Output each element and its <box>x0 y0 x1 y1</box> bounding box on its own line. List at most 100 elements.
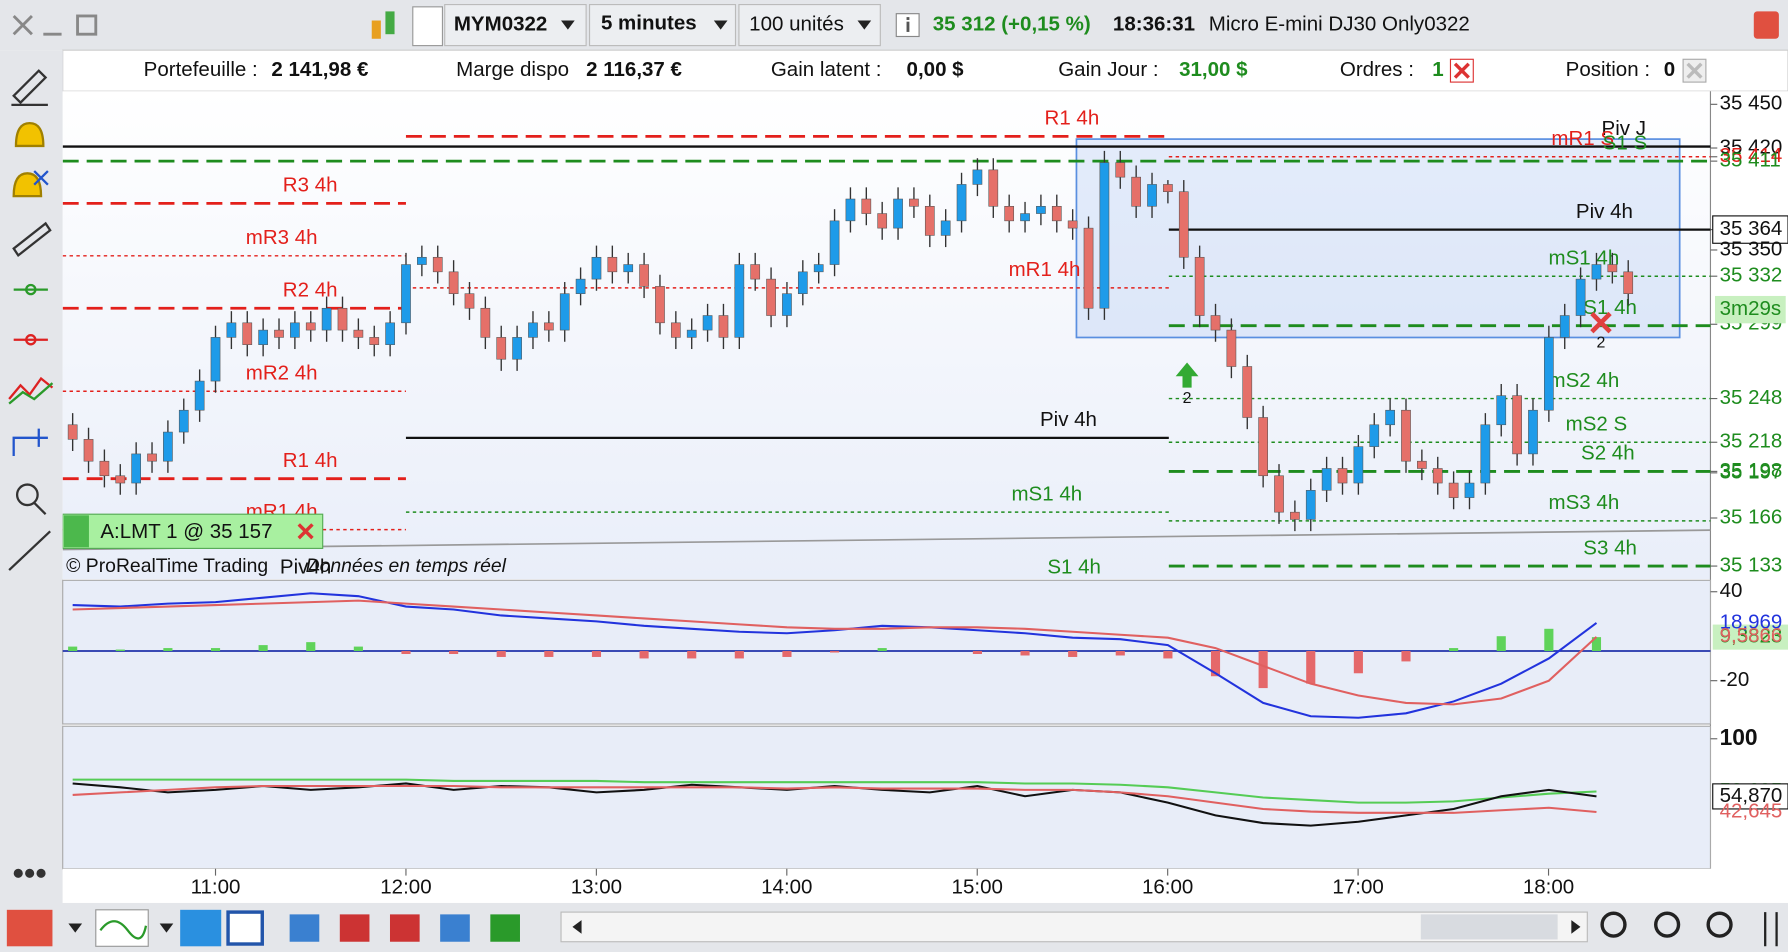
candle-body <box>1607 264 1618 273</box>
x-tick-label: 11:00 <box>191 876 241 899</box>
histogram-bar <box>1163 651 1173 659</box>
alert-button[interactable] <box>1753 11 1779 39</box>
histogram-bar <box>115 649 125 652</box>
histogram-bar <box>306 642 316 652</box>
candle-body <box>1290 511 1300 520</box>
clock: 18:36:31 <box>1113 13 1195 36</box>
candle-body <box>956 184 967 222</box>
candle-body <box>623 264 634 273</box>
candle-body <box>464 293 475 309</box>
indicator-line <box>72 778 1597 804</box>
info-glyph <box>906 17 910 20</box>
histogram-bar <box>734 651 744 659</box>
macd-pane <box>62 579 1712 725</box>
histogram-bar <box>1449 648 1459 652</box>
sell-count: 2 <box>1597 334 1606 351</box>
y-tick-label: 35 133 <box>1720 553 1783 576</box>
candle-body <box>210 337 221 382</box>
timeframe-selector[interactable] <box>588 3 737 47</box>
candle-body <box>607 256 618 273</box>
buy-count: 2 <box>1183 390 1192 407</box>
candle-body <box>226 322 237 338</box>
position-label: Position : <box>1566 58 1650 81</box>
instrument: Micro E-mini DJ30 Only0322 <box>1209 13 1470 36</box>
orders: 1 <box>1432 58 1443 81</box>
margin-label: Marge dispo <box>456 58 569 81</box>
candle-body <box>1099 162 1110 309</box>
close-position-button[interactable] <box>1682 58 1707 83</box>
candle-body <box>1448 482 1459 498</box>
order-box[interactable] <box>62 513 324 549</box>
day-gain: 31,00 $ <box>1179 58 1248 81</box>
bottom-tools[interactable] <box>6 909 1778 947</box>
level-label: Piv J <box>1602 117 1646 140</box>
drawing-tools[interactable] <box>8 69 54 878</box>
link-button[interactable] <box>412 6 444 47</box>
level-label: mS1 4h <box>1011 482 1082 505</box>
cancel-orders-button[interactable] <box>1449 58 1474 83</box>
histogram-bar <box>830 651 840 653</box>
last-price: 35 312 (+0,15 %) <box>933 13 1091 36</box>
candle-body <box>1226 329 1237 367</box>
candle-body <box>988 169 999 207</box>
y-tick-label: 40 <box>1720 579 1743 602</box>
order-label: A:LMT 1 @ 35 157 <box>100 520 272 543</box>
indicator-line <box>72 592 1598 719</box>
level-label: mS2 S <box>1566 413 1628 436</box>
histogram-bar <box>449 651 459 655</box>
x-tick-label: 12:00 <box>380 876 431 899</box>
candle-body <box>782 293 792 316</box>
level-label: Piv4h <box>280 555 331 578</box>
account-bar <box>62 49 1788 92</box>
candle-body <box>702 315 713 331</box>
indicator-line <box>72 599 1598 706</box>
chart-type-button[interactable] <box>371 11 395 39</box>
portfolio: 2 141,98 € <box>271 58 369 81</box>
candle-body <box>290 322 300 338</box>
histogram-bar <box>1210 651 1221 677</box>
level-label: S1 S <box>1603 131 1647 154</box>
candle-body <box>1258 417 1268 477</box>
candle-body <box>274 329 284 338</box>
histogram-bar <box>782 651 792 657</box>
quantity: 100 unités <box>749 13 844 36</box>
candle-body <box>559 293 570 331</box>
level-label: S1 4h <box>1583 296 1637 319</box>
x-tick-label: 18:00 <box>1523 876 1574 899</box>
portfolio-label: Portefeuille : <box>144 58 258 81</box>
histogram-bar <box>353 646 363 652</box>
candle-body <box>258 329 268 345</box>
candle-body <box>147 453 157 462</box>
candle-body <box>417 256 427 265</box>
candle-body <box>353 329 364 338</box>
histogram-bar <box>1353 651 1363 674</box>
candle-body <box>1083 227 1094 309</box>
histogram-bar <box>687 651 697 659</box>
histogram-bar <box>1496 636 1506 652</box>
candle-body <box>1401 409 1411 462</box>
last-box <box>1712 783 1788 810</box>
candle-body <box>893 198 903 229</box>
x-tick-label: 15:00 <box>952 876 1003 899</box>
histogram-bar <box>1544 628 1554 652</box>
histogram-bar <box>1401 651 1411 662</box>
quantity-selector[interactable] <box>738 3 881 47</box>
histogram-bar <box>68 646 78 652</box>
symbol-selector[interactable] <box>444 3 587 47</box>
histogram-bar <box>1306 651 1316 684</box>
candle-body <box>797 271 808 294</box>
histogram-bar <box>1020 651 1030 656</box>
realtime-note: Données en temps réel <box>306 555 507 577</box>
candle-body <box>1591 264 1602 280</box>
candle-body <box>448 271 459 294</box>
last-label: 42,645 <box>1720 799 1783 822</box>
level-label: mS2 4h <box>1549 369 1620 392</box>
level-label: mR1 4h <box>1009 258 1081 281</box>
histogram-bar <box>591 651 602 657</box>
histogram-bar <box>877 648 887 652</box>
last-label: 9,3823 <box>1720 625 1783 648</box>
last-label: 54,870 <box>1720 784 1783 807</box>
candle-body <box>1496 395 1507 426</box>
candle-body <box>750 264 761 280</box>
